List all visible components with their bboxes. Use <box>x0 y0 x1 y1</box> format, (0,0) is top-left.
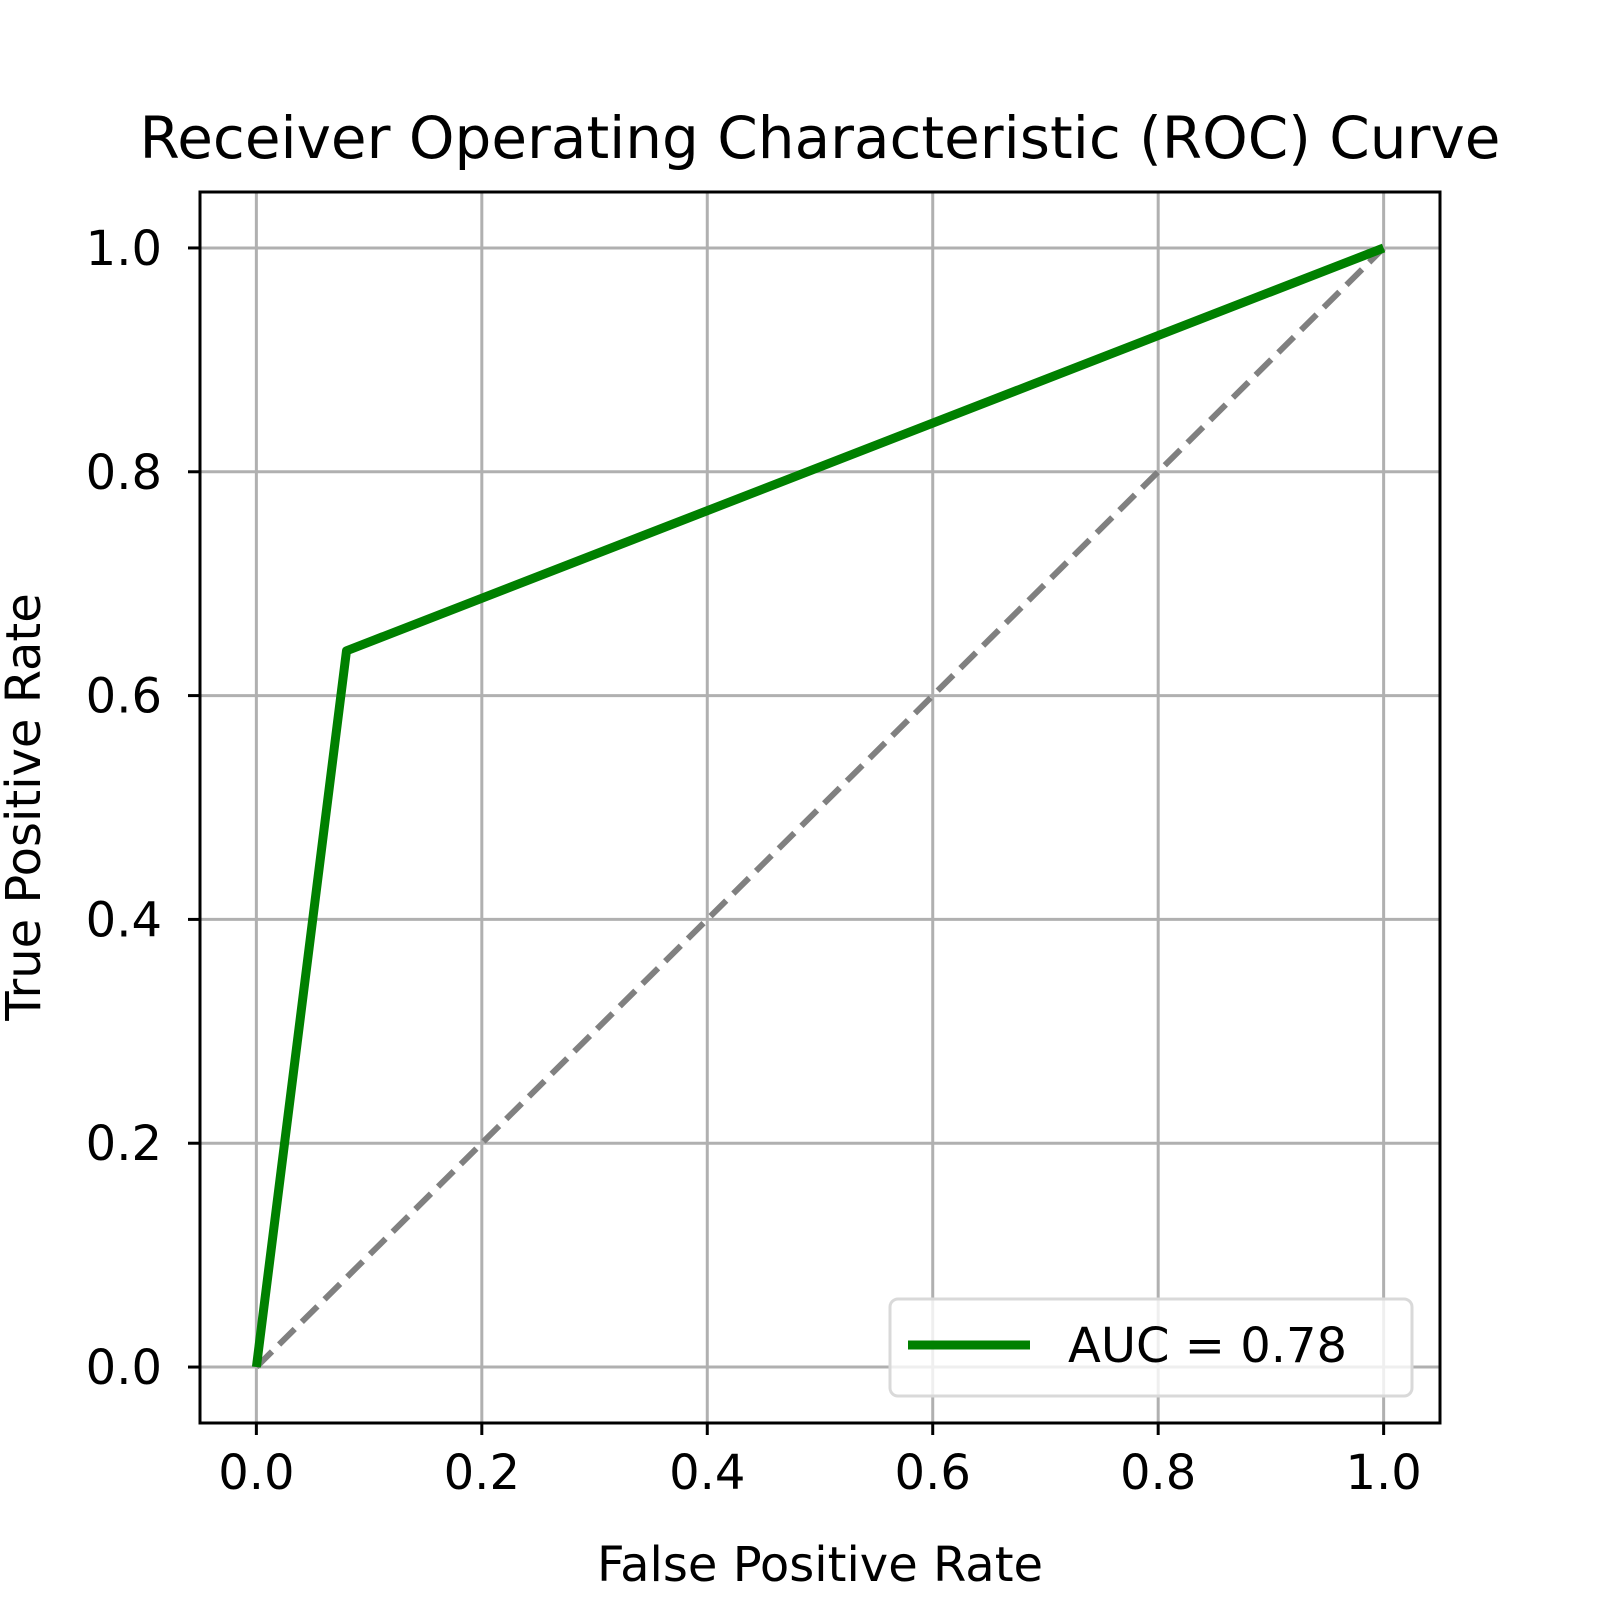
x-tick-label: 0.2 <box>444 1445 520 1501</box>
x-tick-label: 0.4 <box>669 1445 745 1501</box>
x-tick-label: 0.6 <box>895 1445 971 1501</box>
y-tick-label: 1.0 <box>86 221 162 277</box>
y-tick-label: 0.0 <box>86 1340 162 1396</box>
y-axis-title: True Positive Rate <box>0 593 52 1022</box>
plot-frame <box>198 190 1442 1425</box>
grid <box>200 192 1440 1423</box>
legend-label-roc: AUC = 0.78 <box>1068 1318 1347 1374</box>
roc-curve-line <box>251 243 1386 1368</box>
x-tick-label: 0.0 <box>218 1445 294 1501</box>
reference-diagonal-line <box>254 245 1386 1370</box>
y-tick-label: 0.8 <box>86 445 162 501</box>
ticks: 0.0 0.2 0.4 0.6 0.8 1.0 0.0 0.2 0.4 0.6 0.8 1.0 <box>86 221 1422 1501</box>
x-tick-label: 1.0 <box>1345 1445 1421 1501</box>
series-layer <box>251 243 1386 1370</box>
y-tick-label: 0.6 <box>86 669 162 725</box>
legend: AUC = 0.78 <box>888 1297 1414 1398</box>
legend-box <box>888 1297 1414 1398</box>
x-tick-label: 0.8 <box>1120 1445 1196 1501</box>
y-tick-label: 0.2 <box>86 1116 162 1172</box>
chart-title: Receiver Operating Characteristic (ROC) … <box>140 104 1501 172</box>
x-axis-title: False Positive Rate <box>597 1537 1043 1593</box>
y-tick-label: 0.4 <box>86 892 162 948</box>
